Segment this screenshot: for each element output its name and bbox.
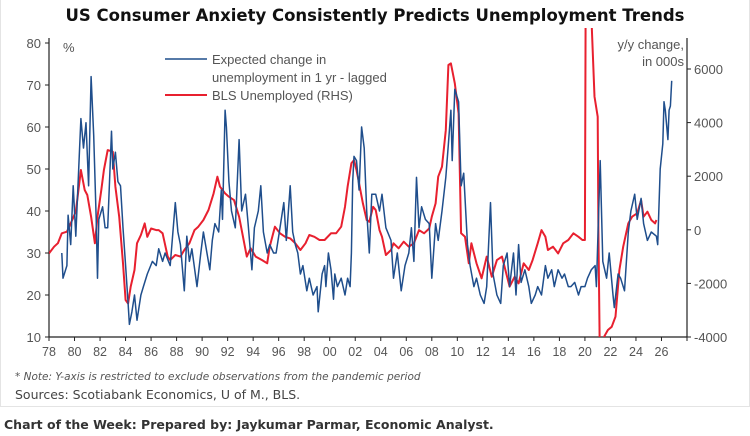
series-line-expected-unemployment — [61, 75, 673, 326]
left-axis-tick-label: 70 — [27, 78, 41, 93]
left-axis-tick-label: 50 — [27, 162, 41, 177]
axes: 1020304050607080-4000-200002000400060007… — [27, 36, 728, 359]
x-axis-tick-label: 78 — [42, 345, 56, 359]
x-axis-tick-label: 26 — [655, 345, 669, 359]
left-axis-tick-label: 60 — [27, 120, 41, 135]
legend: Expected change in unemployment in 1 yr … — [165, 52, 387, 103]
x-axis-tick-label: 04 — [374, 345, 388, 359]
x-axis-tick-label: 88 — [170, 345, 184, 359]
series-group — [49, 28, 673, 337]
x-axis-tick-label: 82 — [93, 345, 107, 359]
right-axis-unit-line2: in 000s — [642, 54, 684, 69]
x-axis-tick-label: 86 — [144, 345, 158, 359]
x-axis-tick-label: 84 — [119, 345, 133, 359]
x-axis-tick-label: 20 — [578, 345, 592, 359]
x-axis-tick-label: 80 — [68, 345, 82, 359]
legend-label-red: BLS Unemployed (RHS) — [212, 88, 353, 103]
left-axis-tick-label: 40 — [27, 204, 41, 219]
x-axis-tick-label: 14 — [501, 345, 515, 359]
x-axis-tick-label: 06 — [399, 345, 413, 359]
x-axis-tick-label: 00 — [323, 345, 337, 359]
right-axis-tick-label: 6000 — [694, 62, 723, 77]
x-axis-tick-label: 94 — [246, 345, 260, 359]
x-axis-tick-label: 10 — [450, 345, 464, 359]
x-axis-tick-label: 22 — [603, 345, 617, 359]
left-axis-tick-label: 10 — [27, 330, 41, 345]
x-axis-tick-label: 92 — [221, 345, 235, 359]
legend-label-blue-line1: Expected change in — [212, 52, 326, 67]
right-axis-tick-label: 2000 — [694, 169, 723, 184]
left-axis-tick-label: 20 — [27, 288, 41, 303]
left-axis-tick-label: 30 — [27, 246, 41, 261]
x-axis-tick-label: 98 — [297, 345, 311, 359]
right-axis-tick-label: -2000 — [694, 276, 727, 291]
x-axis-tick-label: 02 — [348, 345, 362, 359]
sources: Sources: Scotiabank Economics, U of M., … — [15, 387, 301, 402]
chart-title: US Consumer Anxiety Consistently Predict… — [65, 6, 685, 25]
x-axis-tick-label: 24 — [629, 345, 643, 359]
right-axis-tick-label: 0 — [694, 223, 701, 238]
footnote: * Note: Y-axis is restricted to exclude … — [15, 371, 421, 383]
left-axis-tick-label: 80 — [27, 36, 41, 51]
x-axis-tick-label: 90 — [195, 345, 209, 359]
x-axis-tick-label: 96 — [272, 345, 286, 359]
legend-label-blue-line2: unemployment in 1 yr - lagged — [212, 70, 387, 85]
series-line-bls-unemployed — [49, 28, 658, 337]
x-axis-tick-label: 16 — [527, 345, 541, 359]
right-axis-unit-line1: y/y change, — [618, 37, 685, 52]
right-axis-tick-label: -4000 — [694, 330, 727, 345]
right-axis-tick-label: 4000 — [694, 116, 723, 131]
footer-credit: Chart of the Week: Prepared by: Jaykumar… — [4, 417, 494, 432]
x-axis-tick-label: 18 — [552, 345, 566, 359]
left-axis-unit: % — [63, 40, 75, 55]
x-axis-tick-label: 12 — [476, 345, 490, 359]
x-axis-tick-label: 08 — [425, 345, 439, 359]
